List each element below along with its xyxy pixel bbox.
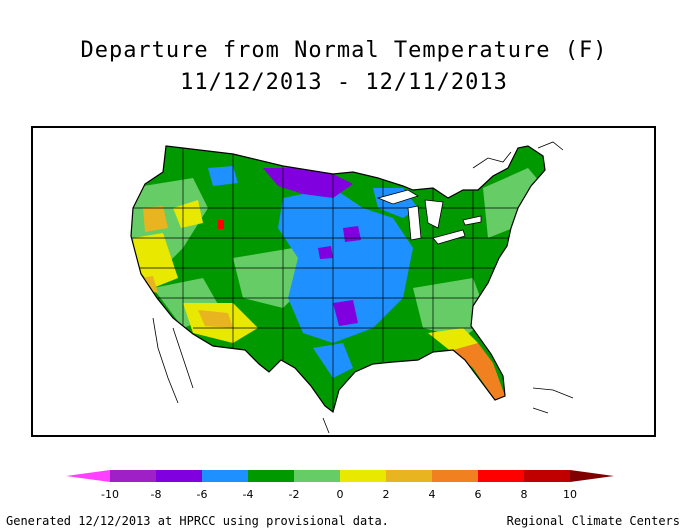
- border-fragments: [152, 141, 574, 434]
- legend-tick-label: 6: [474, 488, 482, 501]
- legend-swatch: [386, 470, 432, 482]
- great-lakes: [376, 189, 482, 245]
- legend-swatch-low: [66, 470, 110, 482]
- legend-swatch: [110, 470, 156, 482]
- legend-swatch: [156, 470, 202, 482]
- legend-swatch: [248, 470, 294, 482]
- legend-swatch: [202, 470, 248, 482]
- source-credit: Regional Climate Centers: [506, 514, 680, 528]
- legend-swatch-high: [570, 470, 614, 482]
- map-date-range: 11/12/2013 - 12/11/2013: [180, 70, 508, 95]
- legend-swatch: [524, 470, 570, 482]
- legend-tick-label: 4: [428, 488, 436, 501]
- legend-tick-label: 8: [520, 488, 528, 501]
- legend-tick-label: -4: [242, 488, 254, 501]
- legend-colorbar: [66, 470, 614, 482]
- generated-note: Generated 12/12/2013 at HPRCC using prov…: [6, 514, 389, 528]
- map-title: Departure from Normal Temperature (F): [80, 38, 608, 63]
- legend-tick-label: -8: [150, 488, 162, 501]
- legend-tick-label: -2: [288, 488, 300, 501]
- legend-swatch: [340, 470, 386, 482]
- legend-tick-label: -10: [101, 488, 119, 501]
- legend-tick-label: 2: [382, 488, 390, 501]
- us-temperature-map: [130, 141, 574, 434]
- color-legend: -10 -8 -6 -4 -2 0 2 4 6 8 10: [64, 468, 624, 508]
- legend-tick-label: 0: [336, 488, 344, 501]
- temperature-departure-regions: [131, 166, 545, 400]
- legend-swatch: [294, 470, 340, 482]
- legend-tick-label: 10: [563, 488, 577, 501]
- legend-swatch: [432, 470, 478, 482]
- map-frame: [31, 126, 656, 437]
- legend-tick-label: -6: [196, 488, 208, 501]
- legend-swatch: [478, 470, 524, 482]
